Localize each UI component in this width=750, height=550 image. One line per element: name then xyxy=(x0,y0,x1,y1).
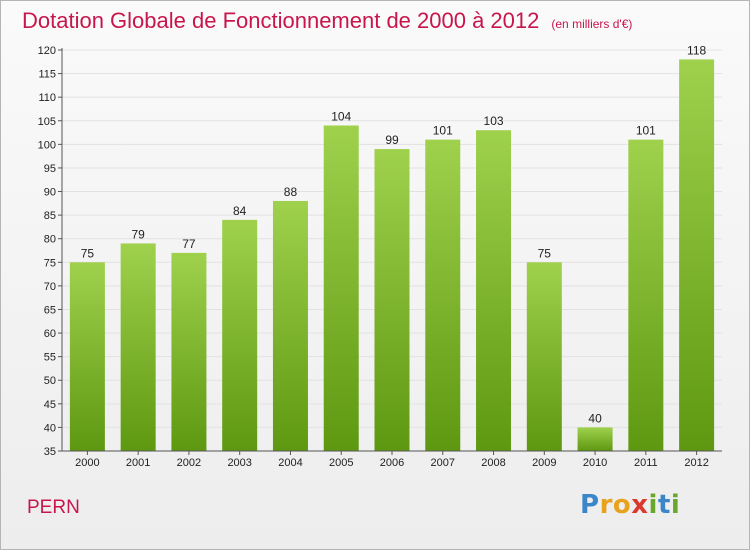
data-label: 79 xyxy=(131,227,145,241)
x-tick-label: 2004 xyxy=(278,457,302,469)
x-tick-label: 2011 xyxy=(634,457,658,469)
logo-letter: r xyxy=(599,490,613,520)
logo-letter: o xyxy=(612,490,632,520)
bar xyxy=(374,149,410,451)
y-tick-label: 75 xyxy=(44,257,56,269)
y-tick-label: 95 xyxy=(44,163,56,175)
bar xyxy=(476,130,512,451)
bar xyxy=(171,252,207,451)
bar xyxy=(577,427,613,451)
x-tick-label: 2000 xyxy=(75,457,99,469)
bar xyxy=(526,262,562,451)
y-tick-label: 80 xyxy=(44,234,56,246)
bar xyxy=(272,200,308,451)
data-label: 101 xyxy=(433,124,453,138)
y-tick-label: 55 xyxy=(44,352,56,364)
y-tick-label: 70 xyxy=(44,281,56,293)
x-tick-label: 2002 xyxy=(177,457,201,469)
x-tick-label: 2001 xyxy=(126,457,150,469)
y-tick-label: 40 xyxy=(44,422,56,434)
x-tick-label: 2007 xyxy=(431,457,455,469)
y-tick-label: 110 xyxy=(38,92,56,104)
data-label: 99 xyxy=(385,133,399,147)
data-label: 75 xyxy=(538,246,552,260)
bar xyxy=(69,262,105,451)
x-tick-label: 2012 xyxy=(684,457,708,469)
bar xyxy=(425,139,461,451)
y-tick-label: 90 xyxy=(44,187,56,199)
logo-letter: i xyxy=(670,490,681,520)
y-tick-label: 100 xyxy=(38,139,56,151)
chart-title: Dotation Globale de Fonctionnement de 20… xyxy=(22,8,632,34)
x-tick-label: 2008 xyxy=(481,457,505,469)
bar xyxy=(120,243,156,451)
y-tick-label: 50 xyxy=(44,375,56,387)
data-label: 84 xyxy=(233,204,247,218)
data-label: 88 xyxy=(284,185,298,199)
bar xyxy=(222,219,258,451)
y-tick-label: 60 xyxy=(44,328,56,340)
bar xyxy=(679,59,715,451)
chart-title-main: Dotation Globale de Fonctionnement de 20… xyxy=(22,8,540,33)
logo-letter: t xyxy=(657,490,671,520)
data-label: 104 xyxy=(331,109,351,123)
y-tick-label: 115 xyxy=(38,69,56,81)
proxiti-logo: Proxiti xyxy=(580,490,680,520)
logo-letter: i xyxy=(648,490,658,520)
x-tick-label: 2006 xyxy=(380,457,404,469)
data-label: 118 xyxy=(687,43,706,57)
commune-name: PERN xyxy=(27,497,80,518)
data-label: 101 xyxy=(636,124,656,138)
logo-letter: P xyxy=(580,490,600,520)
data-label: 103 xyxy=(484,114,504,128)
logo-letter: x xyxy=(631,490,649,520)
y-tick-label: 85 xyxy=(44,210,56,222)
x-tick-label: 2010 xyxy=(583,457,607,469)
y-tick-label: 45 xyxy=(44,399,56,411)
y-tick-label: 105 xyxy=(38,116,56,128)
y-tick-label: 65 xyxy=(44,304,56,316)
chart-title-unit: (en milliers d'€) xyxy=(551,17,633,31)
x-tick-label: 2009 xyxy=(532,457,556,469)
bar xyxy=(323,125,359,451)
data-label: 40 xyxy=(588,411,602,425)
x-tick-label: 2003 xyxy=(227,457,251,469)
x-tick-label: 2005 xyxy=(329,457,353,469)
y-tick-label: 120 xyxy=(38,45,56,57)
data-label: 75 xyxy=(81,246,95,260)
data-label: 77 xyxy=(182,237,196,251)
y-tick-label: 35 xyxy=(44,446,56,458)
bar xyxy=(628,139,664,451)
